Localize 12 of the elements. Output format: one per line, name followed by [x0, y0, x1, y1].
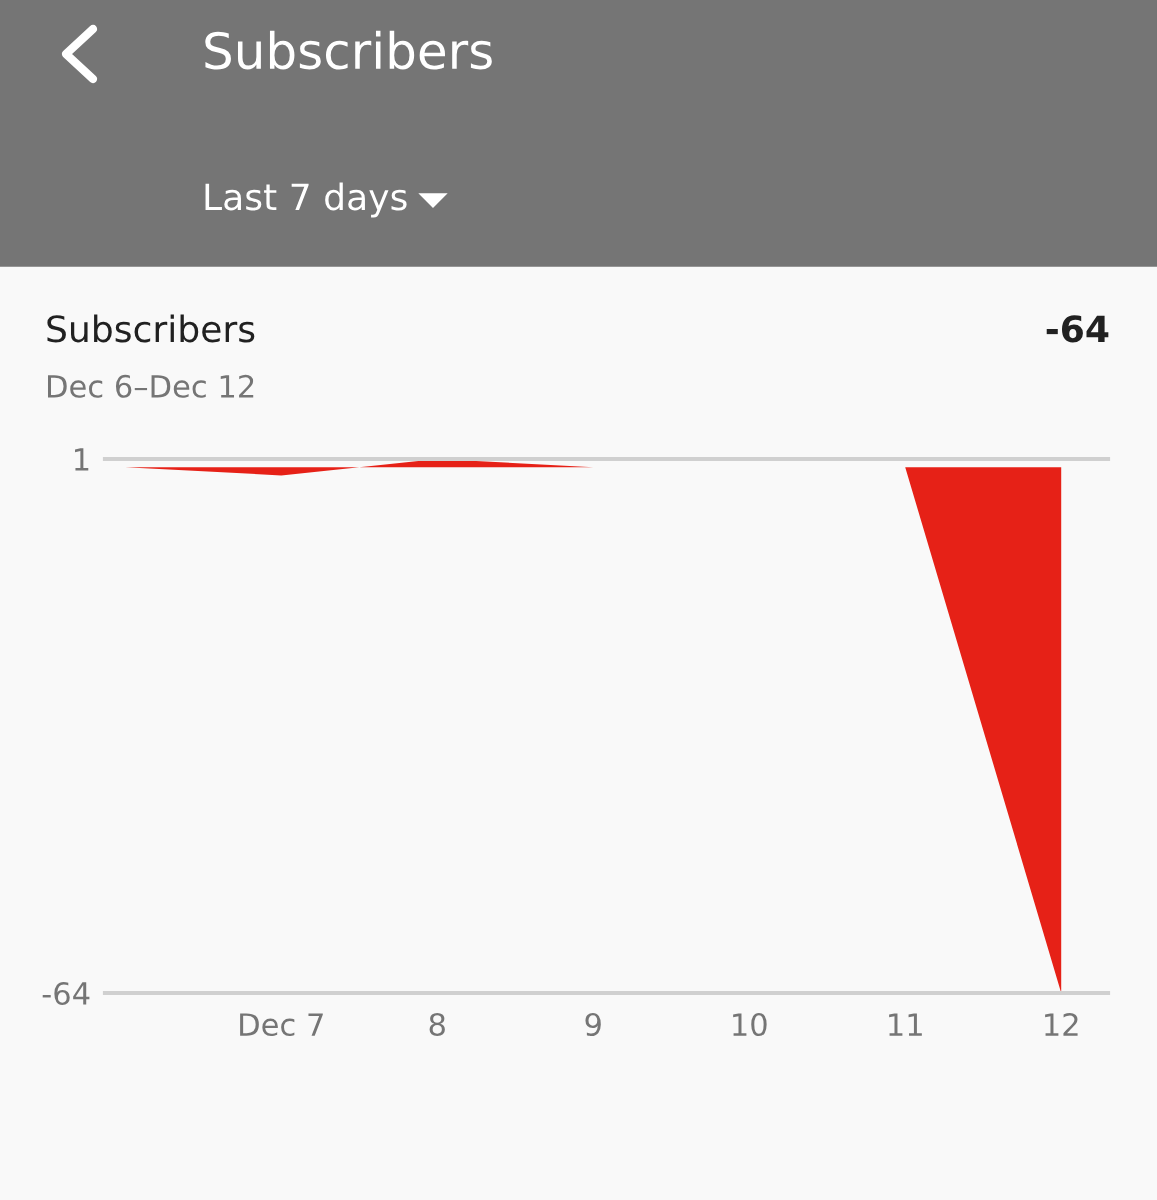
y-tick-label: 1	[75, 448, 89, 471]
x-tick-label: 12	[1045, 1012, 1078, 1036]
text: Dec 6–Dec 12	[48, 374, 254, 398]
x-tick-label: 9	[585, 1012, 601, 1037]
text: -64	[1046, 315, 1109, 343]
chart-subtitle: Last 7 days	[205, 182, 407, 218]
x-tick-label: 11	[889, 1013, 922, 1036]
text: Subscribers	[47, 314, 255, 343]
chart-title: Subscribers	[205, 30, 492, 70]
x-tick-label: 8	[429, 1012, 445, 1037]
x-tick-label: Dec 7	[240, 1013, 323, 1037]
x-tick-label: 10	[733, 1012, 767, 1037]
